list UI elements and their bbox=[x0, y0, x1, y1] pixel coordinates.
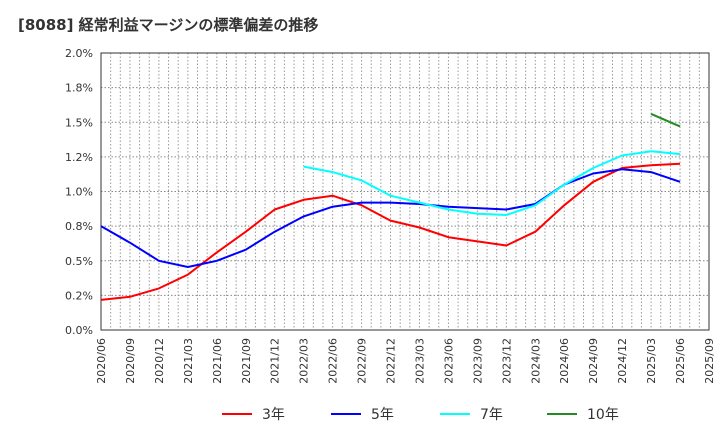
series-line-10年 bbox=[650, 112, 681, 128]
x-tick-label: 2023/09 bbox=[471, 338, 484, 384]
y-tick-label: 0.5% bbox=[65, 255, 93, 268]
x-tick-label: 2023/03 bbox=[413, 338, 426, 384]
series-line-7年 bbox=[303, 150, 681, 216]
y-tick-label: 1.2% bbox=[65, 151, 93, 164]
series-line-3年 bbox=[100, 162, 681, 301]
x-tick-label: 2022/12 bbox=[385, 338, 398, 384]
y-tick-label: 0.2% bbox=[65, 289, 93, 302]
legend-label: 5年 bbox=[371, 407, 394, 423]
x-tick-label: 2022/03 bbox=[298, 338, 311, 384]
x-tick-label: 2024/12 bbox=[616, 338, 629, 384]
x-tick-label: 2020/06 bbox=[95, 338, 108, 384]
y-tick-label: 0.8% bbox=[65, 220, 93, 233]
x-tick-label: 2024/09 bbox=[587, 338, 600, 384]
legend-label: 10年 bbox=[587, 407, 619, 423]
x-tick-label: 2025/09 bbox=[703, 338, 716, 384]
series-line-5年 bbox=[100, 168, 681, 268]
x-tick-label: 2025/03 bbox=[645, 338, 658, 384]
x-tick-label: 2023/12 bbox=[500, 338, 513, 384]
y-tick-label: 0.0% bbox=[65, 324, 93, 337]
x-tick-label: 2021/09 bbox=[240, 338, 253, 384]
x-tick-label: 2021/06 bbox=[211, 338, 224, 384]
x-tick-label: 2024/06 bbox=[558, 338, 571, 384]
y-tick-label: 1.0% bbox=[65, 186, 93, 199]
x-tick-label: 2020/09 bbox=[124, 338, 137, 384]
x-tick-label: 2021/03 bbox=[182, 338, 195, 384]
x-tick-label: 2020/12 bbox=[153, 338, 166, 384]
x-tick-label: 2022/06 bbox=[327, 338, 340, 384]
y-tick-label: 2.0% bbox=[65, 47, 93, 60]
legend-label: 7年 bbox=[480, 407, 503, 423]
x-tick-label: 2022/09 bbox=[356, 338, 369, 384]
y-tick-label: 1.5% bbox=[65, 116, 93, 129]
x-tick-label: 2025/06 bbox=[674, 338, 687, 384]
legend-label: 3年 bbox=[262, 407, 285, 423]
x-tick-label: 2021/12 bbox=[269, 338, 282, 384]
y-tick-label: 1.8% bbox=[65, 82, 93, 95]
x-tick-label: 2023/06 bbox=[442, 338, 455, 384]
plot-frame bbox=[100, 52, 710, 331]
chart-title: [8088] 経常利益マージンの標準偏差の推移 bbox=[18, 16, 319, 34]
x-tick-label: 2024/03 bbox=[529, 338, 542, 384]
